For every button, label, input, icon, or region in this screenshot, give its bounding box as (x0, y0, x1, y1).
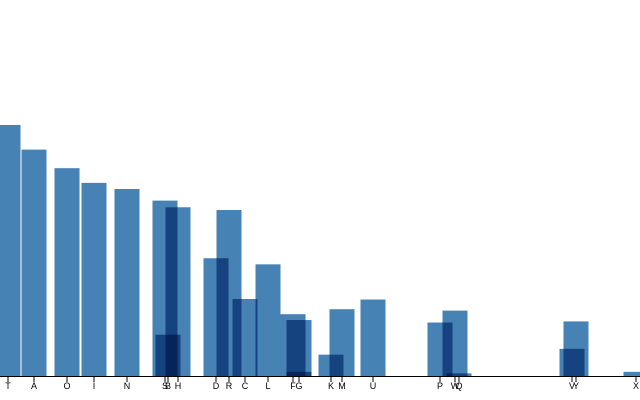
x-tick-label: G (295, 381, 302, 391)
x-tick-label: A (31, 381, 37, 391)
x-tick-label: P (437, 381, 443, 391)
x-tick-label: B (165, 381, 171, 391)
x-tick-label: Q (455, 381, 462, 391)
x-tick-label: T (5, 381, 11, 391)
x-tick-label: D (213, 381, 220, 391)
x-tick-label: V (569, 381, 575, 391)
bar (0, 124, 21, 376)
x-tick-label: F (290, 381, 296, 391)
bar (81, 182, 107, 376)
x-tick-label: U (370, 381, 377, 391)
x-tick-label: I (93, 381, 96, 391)
bar (623, 371, 640, 376)
x-tick-label: N (124, 381, 131, 391)
x-tick-label: L (265, 381, 270, 391)
bar (21, 149, 47, 376)
x-tick-label: W (451, 381, 460, 391)
bar (360, 299, 386, 376)
x-tick-label: C (242, 381, 249, 391)
x-tick-label: H (175, 381, 182, 391)
bar (442, 310, 468, 376)
bar (286, 371, 312, 376)
bar (232, 298, 258, 376)
bar (54, 168, 80, 376)
bar (446, 373, 472, 376)
x-tick-label: K (328, 381, 334, 391)
bar (165, 207, 191, 376)
x-tick-label: O (63, 381, 70, 391)
bar (114, 188, 140, 376)
bar (329, 309, 355, 376)
x-tick-label: R (226, 381, 233, 391)
x-tick-label: S (162, 381, 168, 391)
x-tick-label: X (633, 381, 639, 391)
bar (255, 264, 281, 376)
bar (286, 320, 312, 376)
bar (563, 321, 589, 376)
x-tick-label: M (338, 381, 346, 391)
x-tick-label: Y (573, 381, 579, 391)
